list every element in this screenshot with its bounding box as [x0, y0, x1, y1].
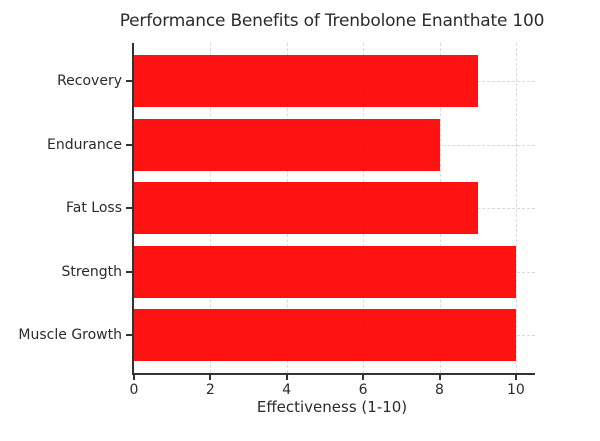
y-tick-label: Muscle Growth: [18, 327, 122, 343]
bar-recovery: [134, 55, 478, 107]
x-tick-label: 8: [435, 382, 444, 398]
bar-endurance: [134, 118, 440, 171]
y-tick: [126, 334, 132, 336]
x-tick-label: 2: [205, 382, 215, 398]
x-tick-label: 0: [129, 382, 139, 398]
x-tick-label: 4: [282, 382, 292, 398]
y-tick-label: Recovery: [57, 73, 122, 89]
x-tick: [133, 375, 135, 380]
x-tick: [514, 375, 517, 380]
bar-fat-loss: [134, 182, 478, 234]
x-tick-label: 6: [358, 382, 368, 398]
x-axis-label: Effectiveness (1-10): [256, 398, 408, 416]
x-tick: [362, 375, 365, 380]
y-tick-label: Strength: [61, 263, 122, 280]
x-tick-label: 10: [506, 382, 525, 398]
x-tick: [438, 375, 441, 380]
y-tick: [126, 80, 132, 82]
chart-title: Performance Benefits of Trenbolone Enant…: [119, 11, 545, 31]
y-tick-label: Fat Loss: [66, 200, 122, 216]
bar-strength: [134, 245, 516, 298]
y-tick: [126, 270, 132, 273]
y-tick-label: Endurance: [47, 136, 122, 153]
plot-area: Recovery Endurance Fat Loss Strength Muscle …: [18, 43, 535, 398]
y-tick: [126, 143, 132, 146]
bar-muscle-growth: [134, 309, 516, 361]
x-tick: [209, 375, 212, 380]
y-tick: [126, 207, 132, 209]
x-tick: [285, 375, 288, 380]
